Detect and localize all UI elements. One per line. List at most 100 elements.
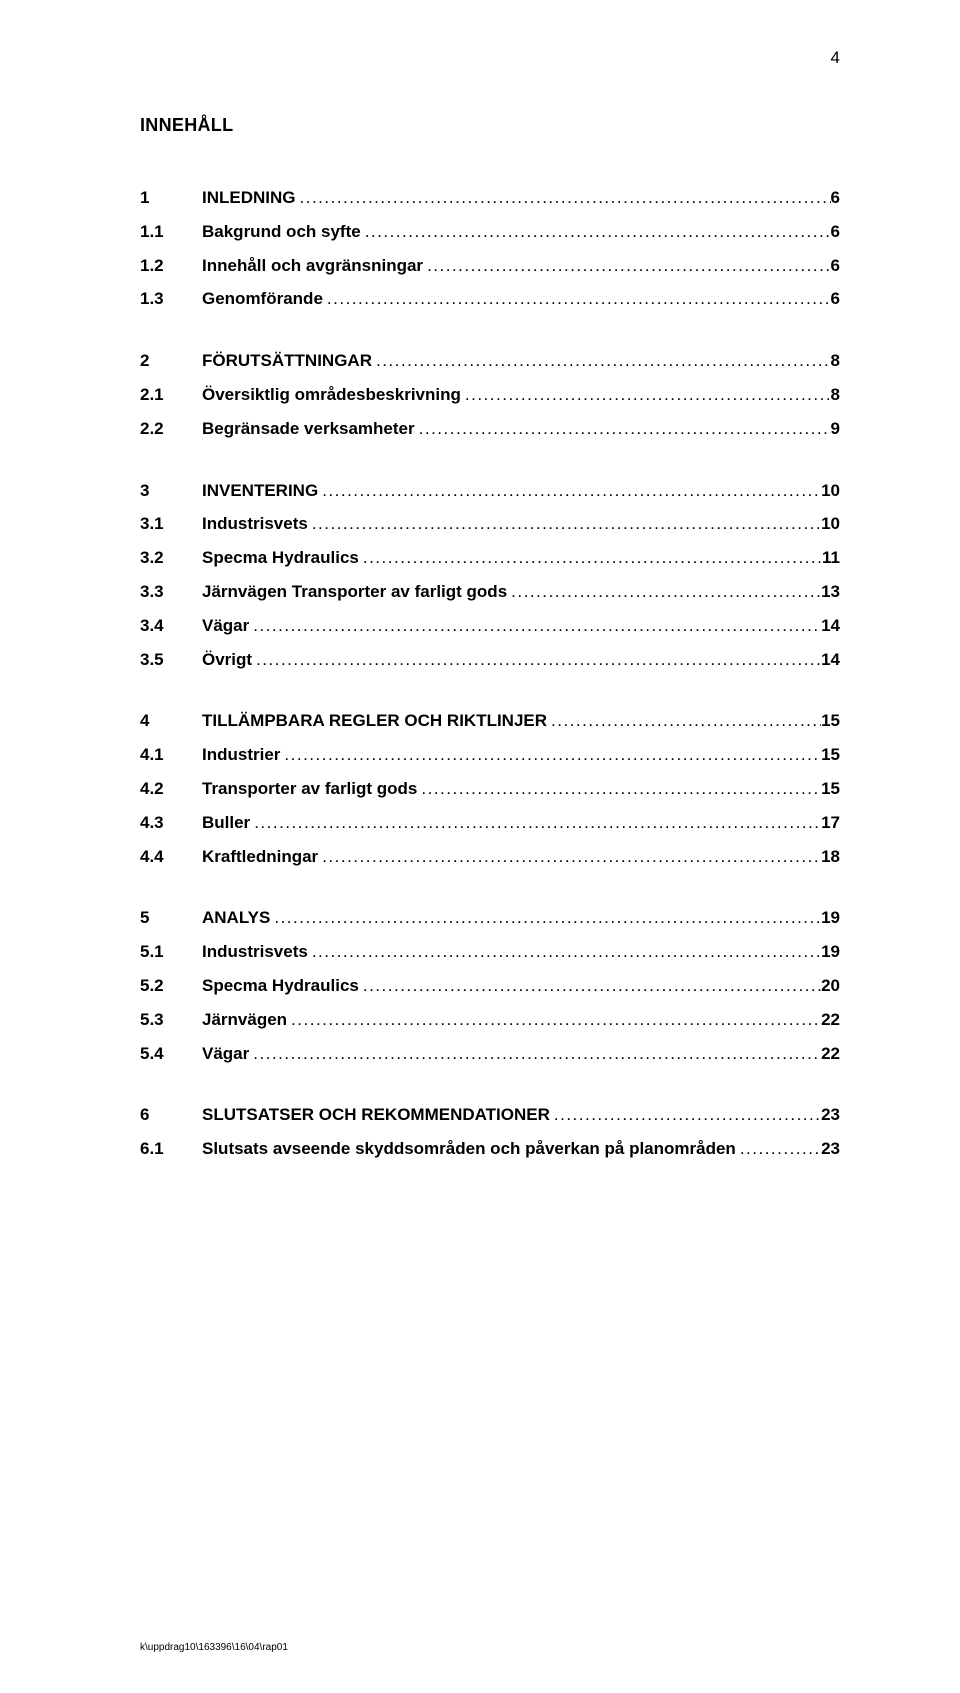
toc-entry-page: 14	[821, 648, 840, 672]
toc-entry-number: 2.2	[140, 417, 202, 441]
toc-leader-dots: ........................................…	[270, 906, 821, 930]
toc-row: 3.4Vägar................................…	[140, 614, 840, 638]
toc-entry-page: 19	[821, 940, 840, 964]
toc-leader-dots: ........................................…	[308, 512, 821, 536]
toc-entry-number: 2.1	[140, 383, 202, 407]
toc-entry-page: 20	[821, 974, 840, 998]
toc-entry-title: Slutsats avseende skyddsområden och påve…	[202, 1137, 736, 1161]
toc-leader-dots: ........................................…	[359, 546, 822, 570]
toc-entry-page: 18	[821, 845, 840, 869]
toc-entry-title: Översiktlig områdesbeskrivning	[202, 383, 461, 407]
toc-entry-number: 2	[140, 349, 202, 373]
toc-entry-number: 5.3	[140, 1008, 202, 1032]
toc-entry-number: 6	[140, 1103, 202, 1127]
toc-row: 5.4Vägar................................…	[140, 1042, 840, 1066]
toc-leader-dots: ........................................…	[323, 287, 831, 311]
toc-row: 1INLEDNING..............................…	[140, 186, 840, 210]
toc-row: 4.4Kraftledningar.......................…	[140, 845, 840, 869]
toc-entry-number: 3.3	[140, 580, 202, 604]
toc-row: 2.2Begränsade verksamheter..............…	[140, 417, 840, 441]
toc-entry-page: 11	[822, 546, 840, 570]
toc-row: 6.1Slutsats avseende skyddsområden och p…	[140, 1137, 840, 1161]
toc-row: 4.1Industrier...........................…	[140, 743, 840, 767]
toc-row: 1.3Genomförande.........................…	[140, 287, 840, 311]
toc-leader-dots: ........................................…	[252, 648, 821, 672]
toc-entry-page: 6	[831, 186, 840, 210]
toc-entry-number: 1.3	[140, 287, 202, 311]
toc-entry-page: 10	[821, 479, 840, 503]
toc-leader-dots: ........................................…	[249, 1042, 821, 1066]
toc-entry-number: 1.1	[140, 220, 202, 244]
toc-entry-title: Specma Hydraulics	[202, 546, 359, 570]
toc-section-gap	[140, 878, 840, 906]
toc-leader-dots: ........................................…	[249, 614, 821, 638]
toc-leader-dots: ........................................…	[280, 743, 821, 767]
toc-entry-page: 6	[831, 220, 840, 244]
toc-row: 5.3Järnvägen............................…	[140, 1008, 840, 1032]
toc-entry-page: 8	[831, 349, 840, 373]
toc-leader-dots: ........................................…	[287, 1008, 821, 1032]
toc-leader-dots: ........................................…	[361, 220, 831, 244]
toc-entry-title: INVENTERING	[202, 479, 318, 503]
toc-entry-page: 17	[821, 811, 840, 835]
toc-entry-number: 6.1	[140, 1137, 202, 1161]
toc-leader-dots: ........................................…	[415, 417, 831, 441]
toc-row: 4TILLÄMPBARA REGLER OCH RIKTLINJER......…	[140, 709, 840, 733]
toc-entry-number: 4.4	[140, 845, 202, 869]
toc-entry-title: Specma Hydraulics	[202, 974, 359, 998]
toc-leader-dots: ........................................…	[423, 254, 830, 278]
toc-entry-title: Vägar	[202, 614, 249, 638]
toc-entry-page: 9	[831, 417, 840, 441]
toc-leader-dots: ........................................…	[736, 1137, 821, 1161]
toc-entry-title: Järnvägen	[202, 1008, 287, 1032]
toc-section-gap	[140, 321, 840, 349]
toc-entry-number: 5.1	[140, 940, 202, 964]
toc-leader-dots: ........................................…	[372, 349, 831, 373]
toc-entry-title: Industrisvets	[202, 512, 308, 536]
toc-entry-title: Industrisvets	[202, 940, 308, 964]
toc-title: INNEHÅLL	[140, 115, 840, 136]
toc-entry-number: 3.2	[140, 546, 202, 570]
toc-section-gap	[140, 1075, 840, 1103]
toc-entry-page: 14	[821, 614, 840, 638]
toc-entry-title: SLUTSATSER OCH REKOMMENDATIONER	[202, 1103, 550, 1127]
toc-entry-page: 19	[821, 906, 840, 930]
toc-entry-number: 4.2	[140, 777, 202, 801]
toc-entry-number: 5	[140, 906, 202, 930]
toc-leader-dots: ........................................…	[359, 974, 821, 998]
toc-entry-number: 4.1	[140, 743, 202, 767]
toc-entry-page: 23	[821, 1103, 840, 1127]
toc-entry-title: Genomförande	[202, 287, 323, 311]
toc-row: 3.2Specma Hydraulics....................…	[140, 546, 840, 570]
toc-entry-number: 3.5	[140, 648, 202, 672]
toc-leader-dots: ........................................…	[507, 580, 821, 604]
toc-leader-dots: ........................................…	[550, 1103, 821, 1127]
toc-entry-page: 23	[821, 1137, 840, 1161]
toc-entry-page: 8	[831, 383, 840, 407]
toc-entry-title: INLEDNING	[202, 186, 296, 210]
toc-entry-title: Kraftledningar	[202, 845, 318, 869]
toc-row: 3.5Övrigt...............................…	[140, 648, 840, 672]
toc-row: 4.3Buller...............................…	[140, 811, 840, 835]
toc-leader-dots: ........................................…	[547, 709, 821, 733]
toc-entry-title: Transporter av farligt gods	[202, 777, 417, 801]
toc-leader-dots: ........................................…	[296, 186, 831, 210]
toc-entry-page: 6	[831, 254, 840, 278]
toc-entry-page: 15	[821, 743, 840, 767]
toc-entry-title: Övrigt	[202, 648, 252, 672]
toc-entry-number: 4.3	[140, 811, 202, 835]
toc-entry-title: Begränsade verksamheter	[202, 417, 415, 441]
toc-entry-title: Järnvägen Transporter av farligt gods	[202, 580, 507, 604]
toc-entry-page: 15	[821, 777, 840, 801]
toc-entry-number: 1.2	[140, 254, 202, 278]
toc-leader-dots: ........................................…	[318, 479, 821, 503]
toc-entry-page: 22	[821, 1008, 840, 1032]
page-container: 4 INNEHÅLL 1INLEDNING...................…	[0, 0, 960, 1211]
toc-leader-dots: ........................................…	[417, 777, 821, 801]
toc-entry-title: Industrier	[202, 743, 280, 767]
toc-section-gap	[140, 451, 840, 479]
toc-entry-title: TILLÄMPBARA REGLER OCH RIKTLINJER	[202, 709, 547, 733]
toc-entry-title: FÖRUTSÄTTNINGAR	[202, 349, 372, 373]
toc-entry-title: Bakgrund och syfte	[202, 220, 361, 244]
toc-row: 3INVENTERING............................…	[140, 479, 840, 503]
